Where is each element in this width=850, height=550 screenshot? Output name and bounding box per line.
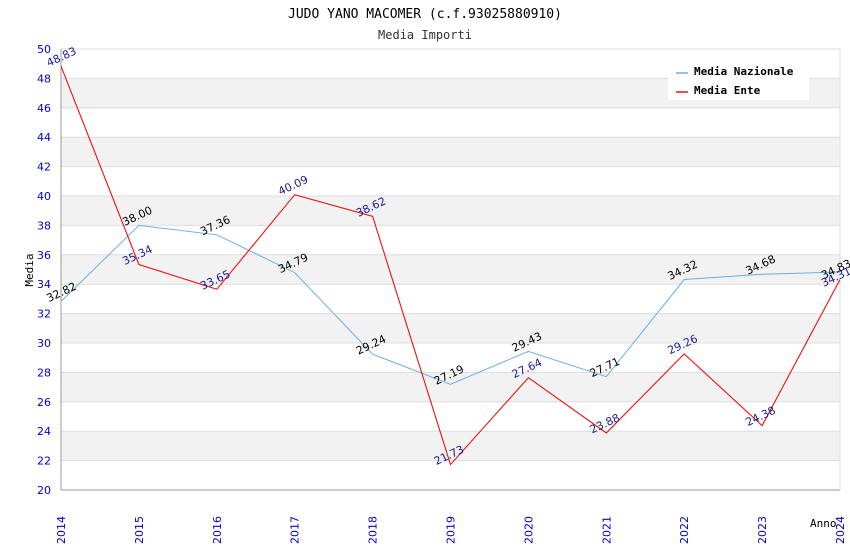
x-tick-label: 2018	[367, 516, 380, 544]
x-tick-label: 2016	[211, 516, 224, 544]
y-tick-label: 44	[37, 131, 51, 144]
x-tick-label: 2019	[445, 516, 458, 544]
y-tick-label: 24	[37, 425, 51, 438]
legend-label-ente: Media Ente	[694, 84, 761, 97]
x-tick-label: 2015	[133, 516, 146, 544]
plot-band	[61, 431, 840, 461]
legend: Media Nazionale Media Ente	[668, 60, 809, 100]
data-label-ente: 24.38	[744, 404, 778, 429]
y-tick-label: 38	[37, 219, 51, 232]
x-tick-label: 2022	[678, 516, 691, 544]
legend-box	[668, 60, 809, 100]
x-tick-labels: 2014 2015 2016 2017 2018 2019 2020 2021 2022 2023…	[55, 516, 847, 544]
y-tick-label: 20	[37, 484, 51, 497]
y-tick-label: 40	[37, 190, 51, 203]
plot-band	[61, 196, 840, 226]
y-axis-label: Media	[23, 253, 36, 286]
y-tick-label: 36	[37, 249, 51, 262]
series-lines	[60, 65, 841, 466]
x-tick-label: 2014	[55, 516, 68, 544]
x-tick-label: 2024	[834, 516, 847, 544]
plot-band	[61, 254, 840, 285]
y-tick-labels: 20 22 24 26 28 30 32 34 36 38 40 42 44 46 48 50	[37, 43, 51, 497]
plot-bands	[61, 78, 840, 461]
y-tick-label: 32	[37, 308, 51, 321]
y-tick-label: 26	[37, 396, 51, 409]
y-tick-label: 48	[37, 72, 51, 85]
chart-title: JUDO YANO MACOMER (c.f.93025880910)	[288, 7, 562, 22]
y-tick-label: 30	[37, 337, 51, 350]
y-tick-label: 28	[37, 366, 51, 379]
legend-label-nazionale: Media Nazionale	[694, 65, 794, 78]
y-tick-label: 22	[37, 455, 51, 468]
x-tick-label: 2023	[756, 516, 769, 544]
series-line-ente	[60, 65, 841, 466]
chart-subtitle: Media Importi	[378, 28, 472, 42]
y-tick-label: 34	[37, 278, 51, 291]
y-tick-label: 50	[37, 43, 51, 56]
y-tick-label: 42	[37, 161, 51, 174]
axes	[60, 49, 841, 491]
data-label-ente: 40.09	[276, 173, 310, 198]
y-tick-label: 46	[37, 102, 51, 115]
plot-band	[61, 313, 840, 343]
plot-band	[61, 137, 840, 167]
series-line-nazionale	[60, 224, 841, 385]
x-tick-label: 2021	[600, 516, 613, 544]
x-axis-label: Anno	[810, 517, 837, 530]
x-tick-label: 2020	[522, 516, 535, 544]
x-tick-label: 2017	[289, 516, 302, 544]
gridlines	[61, 48, 840, 491]
